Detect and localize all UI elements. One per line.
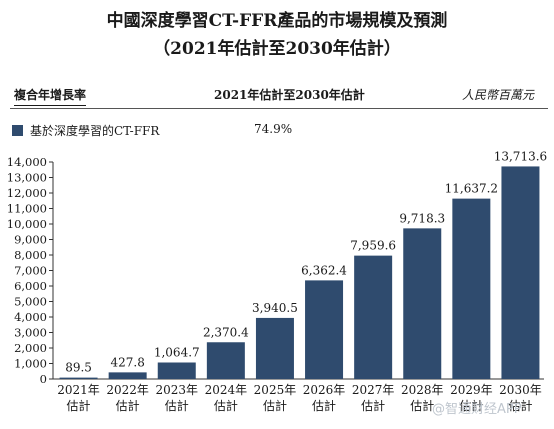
bar xyxy=(305,280,344,379)
x-tick-sublabel: 估計 xyxy=(116,398,140,413)
x-tick-sublabel: 估計 xyxy=(361,398,385,413)
bar xyxy=(403,228,442,379)
data-label: 89.5 xyxy=(65,361,92,375)
bar xyxy=(108,372,147,379)
legend: 基於深度學習的CT-FFR xyxy=(12,122,159,139)
x-tick-sublabel: 估計 xyxy=(459,398,483,413)
bar xyxy=(59,377,98,379)
data-label: 9,718.3 xyxy=(399,211,445,225)
x-tick-label: 2022年 xyxy=(106,383,149,397)
y-tick-label: 8,000 xyxy=(14,248,47,262)
y-tick-label: 4,000 xyxy=(14,310,47,324)
x-tick-label: 2029年 xyxy=(450,383,493,397)
header-divider xyxy=(10,108,548,109)
unit-label: 人民幣百萬元 xyxy=(462,88,535,102)
bar xyxy=(501,166,540,379)
x-tick-label: 2028年 xyxy=(401,383,444,397)
y-tick-label: 9,000 xyxy=(14,233,47,247)
bar xyxy=(354,255,393,379)
x-tick-sublabel: 估計 xyxy=(312,398,336,413)
watermark: @智通财经APP xyxy=(432,402,522,417)
data-label: 13,713.6 xyxy=(494,149,547,163)
bar xyxy=(255,317,294,379)
y-tick-label: 6,000 xyxy=(14,279,47,293)
y-tick-label: 0 xyxy=(40,372,47,386)
y-tick-label: 5,000 xyxy=(14,295,47,309)
bar xyxy=(452,198,491,379)
y-tick-label: 7,000 xyxy=(14,264,47,278)
y-tick-label: 10,000 xyxy=(7,217,47,231)
chart-subtitle: （2021年估計至2030年估計） xyxy=(153,39,401,59)
data-label: 2,370.4 xyxy=(203,325,249,339)
x-tick-sublabel: 估計 xyxy=(67,398,91,413)
x-tick-label: 2023年 xyxy=(155,383,198,397)
cagr-value: 74.9% xyxy=(254,122,293,136)
chart-title: 中國深度學習CT-FFR產品的市場規模及預測 xyxy=(106,11,448,31)
bar xyxy=(157,362,196,379)
data-label: 1,064.7 xyxy=(154,345,200,359)
x-tick-sublabel: 估計 xyxy=(263,398,287,413)
x-tick-sublabel: 估計 xyxy=(410,398,434,413)
data-label: 427.8 xyxy=(110,355,144,369)
data-label: 7,959.6 xyxy=(350,239,396,253)
bar xyxy=(206,342,245,379)
x-tick-label: 2025年 xyxy=(254,383,297,397)
period-column-header: 2021年估計至2030年估計 xyxy=(214,88,365,102)
cagr-column-header: 複合年增長率 xyxy=(14,86,87,106)
x-tick-label: 2021年 xyxy=(57,383,100,397)
x-tick-label: 2026年 xyxy=(303,383,346,397)
x-tick-label: 2024年 xyxy=(205,383,248,397)
y-tick-label: 3,000 xyxy=(14,326,47,340)
legend-swatch xyxy=(12,125,23,136)
data-label: 11,637.2 xyxy=(445,182,498,196)
y-tick-label: 13,000 xyxy=(7,171,47,185)
legend-label: 基於深度學習的CT-FFR xyxy=(30,124,160,138)
x-tick-label: 2030年 xyxy=(499,383,542,397)
y-tick-label: 14,000 xyxy=(7,155,47,169)
data-label: 6,362.4 xyxy=(301,263,347,277)
x-tick-label: 2027年 xyxy=(352,383,395,397)
y-tick-label: 12,000 xyxy=(7,186,47,200)
y-tick-label: 2,000 xyxy=(14,341,47,355)
y-tick-label: 11,000 xyxy=(7,202,47,216)
x-tick-sublabel: 估計 xyxy=(165,398,189,413)
y-tick-label: 1,000 xyxy=(14,357,47,371)
x-tick-sublabel: 估計 xyxy=(214,398,238,413)
data-label: 3,940.5 xyxy=(252,301,298,315)
x-tick-sublabel: 估計 xyxy=(508,398,532,413)
